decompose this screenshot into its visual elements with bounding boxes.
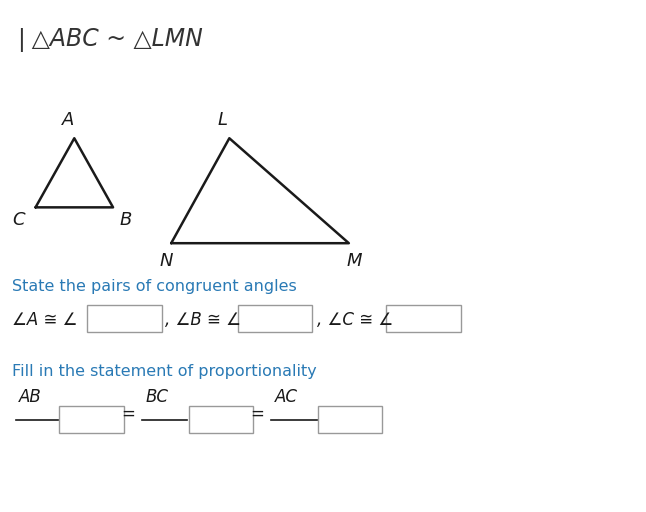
Text: A: A <box>61 111 74 129</box>
Text: AC: AC <box>275 388 298 406</box>
Text: ❘△ABC ~ △LMN: ❘△ABC ~ △LMN <box>12 28 202 52</box>
Text: C: C <box>12 211 25 229</box>
Text: Fill in the statement of proportionality: Fill in the statement of proportionality <box>12 364 317 379</box>
FancyBboxPatch shape <box>87 305 162 332</box>
Text: B: B <box>120 211 132 229</box>
Text: , ∠C ≅ ∠: , ∠C ≅ ∠ <box>317 311 393 329</box>
Text: ∠A ≅ ∠: ∠A ≅ ∠ <box>12 311 77 329</box>
FancyBboxPatch shape <box>238 305 312 332</box>
Text: L: L <box>218 111 228 129</box>
Text: =: = <box>121 404 135 423</box>
FancyBboxPatch shape <box>386 305 461 332</box>
FancyBboxPatch shape <box>189 406 253 433</box>
Text: N: N <box>160 252 173 270</box>
Text: M: M <box>346 252 362 270</box>
Text: AB: AB <box>19 388 42 406</box>
Text: =: = <box>250 404 264 423</box>
FancyBboxPatch shape <box>318 406 382 433</box>
Text: BC: BC <box>145 388 169 406</box>
Text: , ∠B ≅ ∠: , ∠B ≅ ∠ <box>165 311 241 329</box>
FancyBboxPatch shape <box>59 406 124 433</box>
Text: State the pairs of congruent angles: State the pairs of congruent angles <box>12 279 297 294</box>
